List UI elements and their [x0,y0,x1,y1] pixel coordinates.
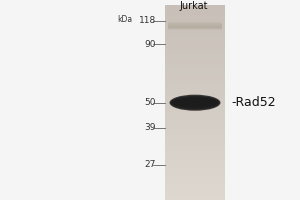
Bar [165,61,225,64]
Text: 50: 50 [145,98,156,107]
Bar [165,80,225,83]
Ellipse shape [169,95,220,111]
Bar [165,171,225,174]
Bar [165,132,225,135]
Bar [165,148,225,151]
Bar [165,51,225,54]
Ellipse shape [170,96,220,110]
Bar [165,138,225,142]
Bar [165,83,225,86]
Bar [165,31,225,35]
Text: 39: 39 [145,123,156,132]
Bar [165,25,225,28]
Bar [165,67,225,70]
Bar [165,86,225,90]
Bar [165,125,225,129]
Bar [165,64,225,67]
Bar [165,161,225,164]
Bar [165,135,225,138]
Bar [165,129,225,132]
Ellipse shape [174,99,216,106]
Bar [165,116,225,119]
Bar [165,35,225,38]
Bar [165,9,225,12]
Bar [168,22,222,28]
Ellipse shape [172,98,218,107]
Text: 90: 90 [145,40,156,49]
Bar [165,168,225,171]
Bar [165,90,225,93]
Bar [165,93,225,96]
Bar [165,48,225,51]
Bar [168,27,222,30]
Bar [165,174,225,177]
Bar [165,155,225,158]
Bar [165,164,225,168]
Text: -Rad52: -Rad52 [231,96,276,109]
Bar [165,187,225,190]
Text: 27: 27 [145,160,156,169]
Bar [165,96,225,99]
Bar [165,12,225,15]
Bar [165,109,225,112]
Bar [165,103,225,106]
Bar [165,158,225,161]
Bar [165,44,225,48]
Text: Jurkat: Jurkat [179,1,208,11]
Bar [165,28,225,31]
Bar [165,142,225,145]
Ellipse shape [175,101,215,105]
Bar [165,77,225,80]
Bar [168,26,222,29]
Bar [165,99,225,103]
Bar [165,119,225,122]
Bar [165,112,225,116]
Bar [165,73,225,77]
Bar [168,28,222,30]
Bar [168,25,222,29]
Bar [165,194,225,197]
Bar [165,18,225,22]
Bar [165,197,225,200]
Bar [165,190,225,194]
Bar [168,23,222,28]
Bar [165,151,225,155]
Bar [165,41,225,44]
Bar [165,122,225,125]
Bar [165,57,225,61]
Bar [165,145,225,148]
Text: 118: 118 [139,16,156,25]
Text: kDa: kDa [117,15,132,24]
Bar [165,22,225,25]
Bar [165,38,225,41]
Bar [165,54,225,57]
Bar [168,24,222,28]
Bar [168,26,222,29]
Bar [165,106,225,109]
Bar [165,181,225,184]
Bar [165,5,225,9]
Bar [165,177,225,181]
Ellipse shape [172,97,218,108]
Bar [165,184,225,187]
Bar [165,15,225,18]
Bar [165,70,225,73]
